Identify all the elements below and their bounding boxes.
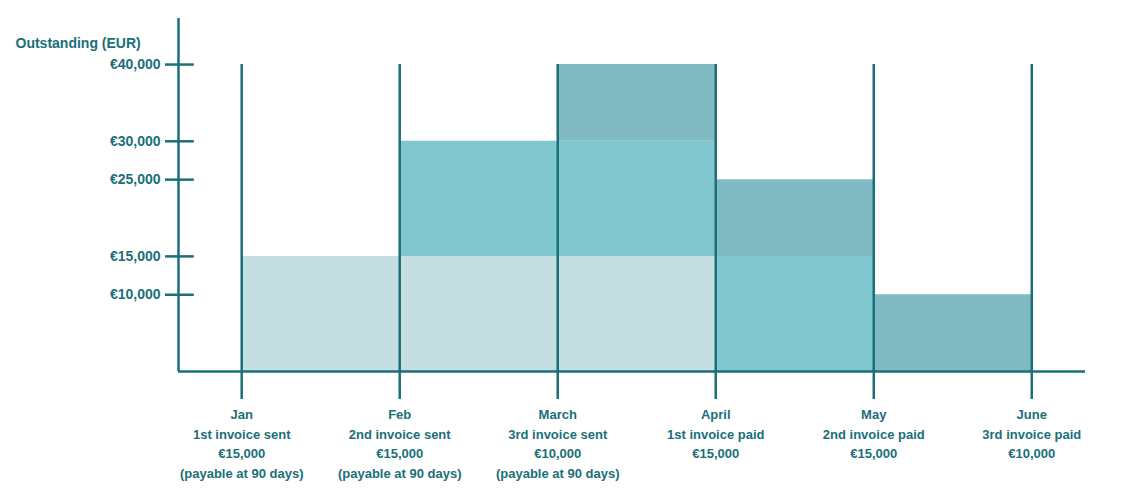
svg-text:May2nd invoice paid€15,000: May2nd invoice paid€15,000 bbox=[823, 407, 925, 461]
svg-text:June3rd invoice paid€10,000: June3rd invoice paid€10,000 bbox=[982, 407, 1081, 461]
svg-text:Feb2nd invoice sent€15,000(pay: Feb2nd invoice sent€15,000(payable at 90… bbox=[338, 407, 462, 481]
svg-text:April1st invoice paid€15,000: April1st invoice paid€15,000 bbox=[667, 407, 765, 461]
svg-text:€10,000: €10,000 bbox=[110, 286, 161, 302]
svg-text:Jan1st invoice sent€15,000(pay: Jan1st invoice sent€15,000(payable at 90… bbox=[180, 407, 304, 481]
svg-text:€15,000: €15,000 bbox=[110, 248, 161, 264]
svg-text:€30,000: €30,000 bbox=[110, 133, 161, 149]
svg-text:Outstanding (EUR): Outstanding (EUR) bbox=[16, 35, 141, 51]
svg-text:March3rd invoice sent€10,000(p: March3rd invoice sent€10,000(payable at … bbox=[496, 407, 620, 481]
svg-text:€25,000: €25,000 bbox=[110, 171, 161, 187]
svg-text:€40,000: €40,000 bbox=[110, 56, 161, 72]
